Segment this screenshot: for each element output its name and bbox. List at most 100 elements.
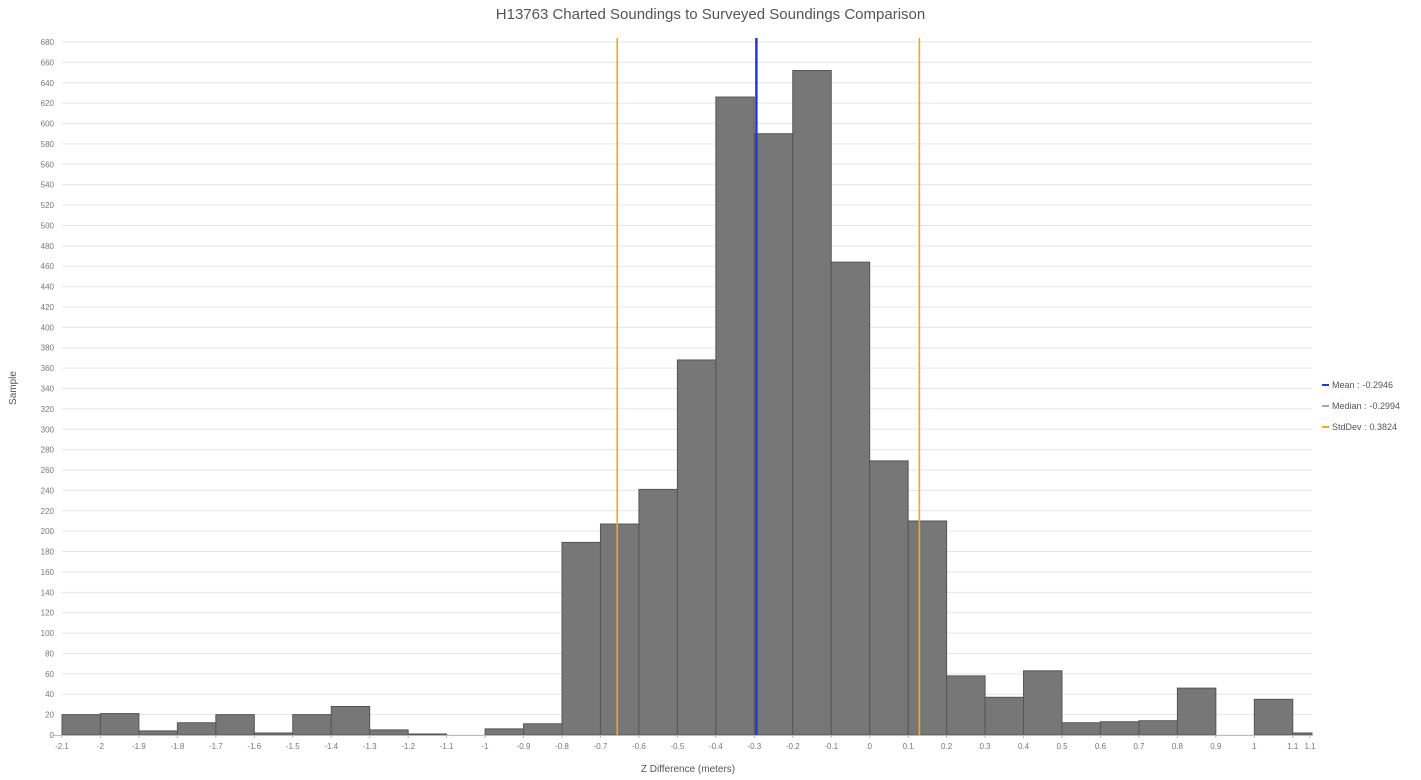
x-tick-label: 0.6 <box>1095 742 1107 751</box>
y-tick-label: 400 <box>41 323 55 332</box>
y-tick-label: 460 <box>41 262 55 271</box>
histogram-bar[interactable] <box>99 713 140 736</box>
x-tick-label: -0.4 <box>709 742 723 751</box>
histogram-bar[interactable] <box>830 261 871 736</box>
legend-label: Mean : <box>1332 379 1360 390</box>
chart-title: H13763 Charted Soundings to Surveyed Sou… <box>495 6 926 23</box>
x-tick-label: 0.5 <box>1056 742 1068 751</box>
x-tick-label: 0.1 <box>903 742 915 751</box>
y-tick-label: 40 <box>45 690 54 699</box>
y-tick-label: 540 <box>41 181 55 190</box>
y-tick-label: 600 <box>41 120 55 129</box>
histogram-bar[interactable] <box>330 705 371 736</box>
y-tick-label: 440 <box>41 283 55 292</box>
histogram-bar[interactable] <box>599 523 640 736</box>
x-tick-label: 0.8 <box>1172 742 1184 751</box>
x-tick-label: 1.1 <box>1287 742 1299 751</box>
y-axis-label: Sample <box>8 371 19 405</box>
histogram-bar[interactable] <box>292 714 332 736</box>
x-tick-label: -1.8 <box>170 742 184 751</box>
y-tick-label: 280 <box>41 446 55 455</box>
histogram-bar[interactable] <box>561 541 601 736</box>
histogram-bar[interactable] <box>484 728 525 736</box>
reference-lines <box>616 38 921 735</box>
x-tick-label: 1 <box>1252 742 1257 751</box>
histogram-bar[interactable] <box>676 359 717 736</box>
y-tick-label: 180 <box>41 548 55 557</box>
legend-item-mean[interactable]: Mean : -0.2946 <box>1322 374 1400 395</box>
histogram-bar[interactable] <box>907 520 948 736</box>
histogram-bar[interactable] <box>1138 720 1178 736</box>
y-tick-label: 300 <box>41 425 55 434</box>
legend-swatch-stddev <box>1322 425 1329 428</box>
y-tick-label: 60 <box>45 670 54 679</box>
y-tick-label: 620 <box>41 99 55 108</box>
y-tick-label: 480 <box>41 242 55 251</box>
x-tick-label: 1.1 <box>1304 742 1316 751</box>
histogram-bar[interactable] <box>1292 732 1313 736</box>
histogram-bar[interactable] <box>61 714 101 736</box>
y-tick-label: 120 <box>41 609 55 618</box>
legend: Mean : -0.2946 Median : -0.2994 StdDev :… <box>1322 374 1400 437</box>
x-tick-label: 0.3 <box>980 742 992 751</box>
histogram-bar[interactable] <box>523 723 563 736</box>
y-tick-label: 380 <box>41 344 55 353</box>
x-tick-label: 0 <box>867 742 872 751</box>
histogram-bar[interactable] <box>1023 670 1063 736</box>
y-tick-label: 520 <box>41 201 55 210</box>
x-tick-label: -1.3 <box>363 742 377 751</box>
histogram-bar[interactable] <box>792 70 832 736</box>
x-tick-label: -0.8 <box>555 742 569 751</box>
x-tick-label: -0.2 <box>786 742 800 751</box>
y-tick-label: 660 <box>41 58 55 67</box>
y-tick-label: 500 <box>41 221 55 230</box>
y-tick-label: 340 <box>41 385 55 394</box>
histogram-bar[interactable] <box>138 730 178 736</box>
legend-value: -0.2946 <box>1362 379 1394 390</box>
histogram-bar[interactable] <box>1176 687 1217 736</box>
y-tick-label: 320 <box>41 405 55 414</box>
histogram-bar[interactable] <box>1061 722 1101 736</box>
x-tick-label: -0.1 <box>824 742 838 751</box>
histogram-bar[interactable] <box>946 675 986 736</box>
histogram-bar[interactable] <box>407 733 448 736</box>
x-tick-label: -1.1 <box>440 742 454 751</box>
x-tick-label: -2 <box>97 742 105 751</box>
axes: 0 20 40 60 80 100 120 140 160 180 200 220 240 260 280 3… <box>41 38 1316 751</box>
x-tick-label: -1.2 <box>401 742 415 751</box>
histogram-bar[interactable] <box>715 96 755 736</box>
x-tick-label: -1.7 <box>209 742 223 751</box>
x-tick-label: 0.2 <box>941 742 953 751</box>
y-tick-label: 240 <box>41 486 55 495</box>
legend-swatch-mean <box>1322 383 1329 386</box>
histogram-bar[interactable] <box>753 133 794 736</box>
x-tick-label: -0.6 <box>632 742 646 751</box>
histogram-bar[interactable] <box>253 732 294 736</box>
x-tick-label: 0.4 <box>1018 742 1030 751</box>
histogram-bar[interactable] <box>638 488 678 736</box>
x-tick-label: -1.6 <box>247 742 261 751</box>
legend-label: Median : <box>1332 400 1367 411</box>
x-tick-label: -1.4 <box>324 742 338 751</box>
histogram-bar[interactable] <box>1099 721 1140 736</box>
legend-item-median[interactable]: Median : -0.2994 <box>1322 395 1400 416</box>
histogram-bar[interactable] <box>176 722 217 736</box>
y-tick-label: 560 <box>41 160 55 169</box>
x-tick-label: -1 <box>482 742 490 751</box>
histogram-bar[interactable] <box>215 714 255 736</box>
x-axis-label: Z Difference (meters) <box>641 764 735 775</box>
legend-item-stddev[interactable]: StdDev : 0.3824 <box>1322 416 1400 437</box>
histogram-bar[interactable] <box>369 729 409 736</box>
x-tick-label: -0.5 <box>670 742 684 751</box>
y-tick-label: 20 <box>45 711 54 720</box>
legend-value: 0.3824 <box>1369 421 1398 432</box>
histogram-bar[interactable] <box>869 460 909 736</box>
x-tick-label: 0.7 <box>1133 742 1145 751</box>
histogram-bar[interactable] <box>1253 698 1294 736</box>
histogram-bar[interactable] <box>984 696 1025 736</box>
y-tick-label: 360 <box>41 364 55 373</box>
y-tick-label: 580 <box>41 140 55 149</box>
legend-label: StdDev : <box>1332 421 1367 432</box>
y-tick-label: 420 <box>41 303 55 312</box>
